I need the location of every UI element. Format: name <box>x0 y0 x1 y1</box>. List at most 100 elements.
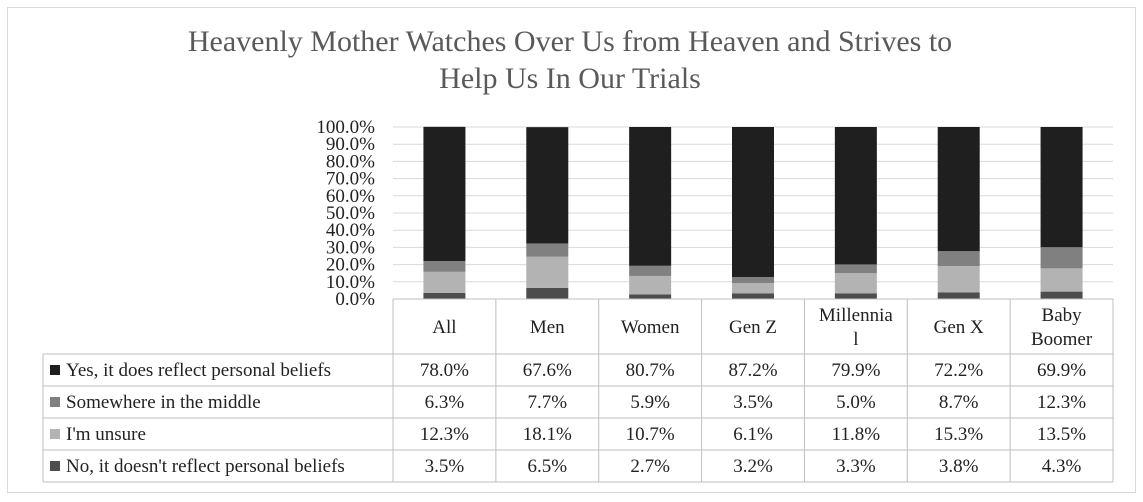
data-label: 13.5% <box>1037 424 1086 445</box>
bar-men-somewhere-in-the-middle <box>526 243 569 257</box>
data-label: 12.3% <box>1037 392 1086 413</box>
data-label: 2.7% <box>630 456 670 477</box>
data-label: 12.3% <box>420 424 469 445</box>
bars <box>423 126 1083 299</box>
bar-women-i-m-unsure <box>629 275 672 295</box>
table-row-yes-it-does-reflect-personal-beliefs: Yes, it does reflect personal beliefs 78.… <box>50 360 1086 381</box>
y-tick-label: 0.0% <box>335 289 375 310</box>
data-label: 6.5% <box>527 456 567 477</box>
category-label-all: All <box>432 317 456 338</box>
data-label: 6.3% <box>425 392 465 413</box>
bar-millennial-yes-it-does-reflect-personal-beliefs <box>834 127 877 265</box>
chart-title-line-2: Help Us In Our Trials <box>439 62 701 95</box>
data-label: 3.8% <box>939 456 979 477</box>
data-label: 18.1% <box>523 424 572 445</box>
bar-baby-boomer-i-m-unsure <box>1040 268 1083 292</box>
data-label: 3.3% <box>836 456 876 477</box>
category-label-text: Baby <box>1042 305 1083 326</box>
bar-gen-z-i-m-unsure <box>732 283 774 294</box>
y-axis-ticks: 100.0%90.0%80.0%70.0%60.0%50.0%40.0%30.0… <box>316 117 375 310</box>
bar-baby-boomer-yes-it-does-reflect-personal-beliefs <box>1040 127 1083 248</box>
category-label-text: Gen X <box>934 317 984 338</box>
data-label: 87.2% <box>728 360 777 381</box>
bar-gen-z-yes-it-does-reflect-personal-beliefs <box>732 127 774 277</box>
chart-title: Heavenly Mother Watches Over Us from Hea… <box>188 25 952 95</box>
bar-all-i-m-unsure <box>423 271 466 293</box>
category-label-text: All <box>432 317 456 338</box>
data-label: 3.5% <box>733 392 773 413</box>
category-label-text: l <box>853 329 858 350</box>
data-label: 11.8% <box>832 424 881 445</box>
bar-millennial-somewhere-in-the-middle <box>834 264 877 274</box>
bar-women-somewhere-in-the-middle <box>629 265 672 276</box>
bar-gen-z-no-it-doesn-t-reflect-personal-beliefs <box>732 293 774 299</box>
y-tick-label: 60.0% <box>326 186 375 207</box>
data-label: 5.9% <box>630 392 670 413</box>
bar-men-no-it-doesn-t-reflect-personal-beliefs <box>526 287 569 299</box>
legend-key <box>50 397 60 407</box>
category-label-men: Men <box>530 317 565 338</box>
bar-men-i-m-unsure <box>526 256 569 288</box>
y-tick-label: 10.0% <box>326 272 375 293</box>
legend-label: I'm unsure <box>66 424 146 445</box>
y-tick-label: 70.0% <box>326 169 375 190</box>
y-tick-label: 30.0% <box>326 237 375 258</box>
legend-key <box>50 461 60 471</box>
bar-gen-z-somewhere-in-the-middle <box>732 276 774 284</box>
data-label: 79.9% <box>831 360 880 381</box>
bar-gen-x-somewhere-in-the-middle <box>937 251 980 267</box>
bar-gen-x-yes-it-does-reflect-personal-beliefs <box>937 127 980 252</box>
bar-women-yes-it-does-reflect-personal-beliefs <box>629 127 672 266</box>
table-row-i-m-unsure: I'm unsure 12.3% 18.1% 10.7% 6.1% 11.8% 15.3% 1… <box>50 424 1086 445</box>
y-tick-label: 90.0% <box>326 134 375 155</box>
legend-key <box>50 365 60 375</box>
bar-women-no-it-doesn-t-reflect-personal-beliefs <box>629 294 672 299</box>
y-tick-label: 20.0% <box>326 255 375 276</box>
legend-key <box>50 429 60 439</box>
bar-baby-boomer-somewhere-in-the-middle <box>1040 247 1083 269</box>
y-tick-label: 80.0% <box>326 151 375 172</box>
bar-millennial-i-m-unsure <box>834 273 877 294</box>
category-label-women: Women <box>621 317 680 338</box>
data-label: 10.7% <box>626 424 675 445</box>
data-label: 80.7% <box>626 360 675 381</box>
data-label: 4.3% <box>1042 456 1082 477</box>
data-label: 69.9% <box>1037 360 1086 381</box>
legend-label: Yes, it does reflect personal beliefs <box>66 360 331 381</box>
data-table: All Men Women Gen Z Millennia l Gen X Baby Boome… <box>42 298 1114 483</box>
y-tick-label: 100.0% <box>316 117 375 138</box>
data-label: 15.3% <box>934 424 983 445</box>
legend-label: No, it doesn't reflect personal beliefs <box>66 456 345 477</box>
category-label-text: Gen Z <box>729 317 777 338</box>
data-label: 5.0% <box>836 392 876 413</box>
table-row-somewhere-in-the-middle: Somewhere in the middle 6.3% 7.7% 5.9% 3.5% 5… <box>50 392 1086 413</box>
bar-all-somewhere-in-the-middle <box>423 260 466 272</box>
legend-label: Somewhere in the middle <box>66 392 261 413</box>
y-tick-label: 40.0% <box>326 220 375 241</box>
data-label: 7.7% <box>527 392 567 413</box>
category-label-text: Men <box>530 317 565 338</box>
y-tick-label: 50.0% <box>326 203 375 224</box>
data-label: 6.1% <box>733 424 773 445</box>
data-label: 67.6% <box>523 360 572 381</box>
category-label-millennial: Millennia l <box>819 305 893 350</box>
bar-men-yes-it-does-reflect-personal-beliefs <box>526 127 569 244</box>
data-label: 8.7% <box>939 392 979 413</box>
category-label-text: Women <box>621 317 680 338</box>
chart-title-line-1: Heavenly Mother Watches Over Us from Hea… <box>188 25 952 58</box>
data-label: 72.2% <box>934 360 983 381</box>
bar-millennial-no-it-doesn-t-reflect-personal-beliefs <box>834 293 877 299</box>
category-label-text: Millennia <box>819 305 893 326</box>
data-label: 3.5% <box>425 456 465 477</box>
bar-gen-x-no-it-doesn-t-reflect-personal-beliefs <box>937 292 980 299</box>
category-label-gen-z: Gen Z <box>729 317 777 338</box>
category-label-gen-x: Gen X <box>934 317 984 338</box>
bar-gen-x-i-m-unsure <box>937 266 980 293</box>
category-label-baby-boomer: Baby Boomer <box>1031 305 1093 350</box>
bar-all-yes-it-does-reflect-personal-beliefs <box>423 126 466 261</box>
category-label-text: Boomer <box>1031 329 1093 350</box>
table-row-no-it-doesn-t-reflect-personal-beliefs: No, it doesn't reflect personal beliefs 3… <box>50 456 1082 477</box>
data-label: 78.0% <box>420 360 469 381</box>
bar-all-no-it-doesn-t-reflect-personal-beliefs <box>423 292 466 299</box>
